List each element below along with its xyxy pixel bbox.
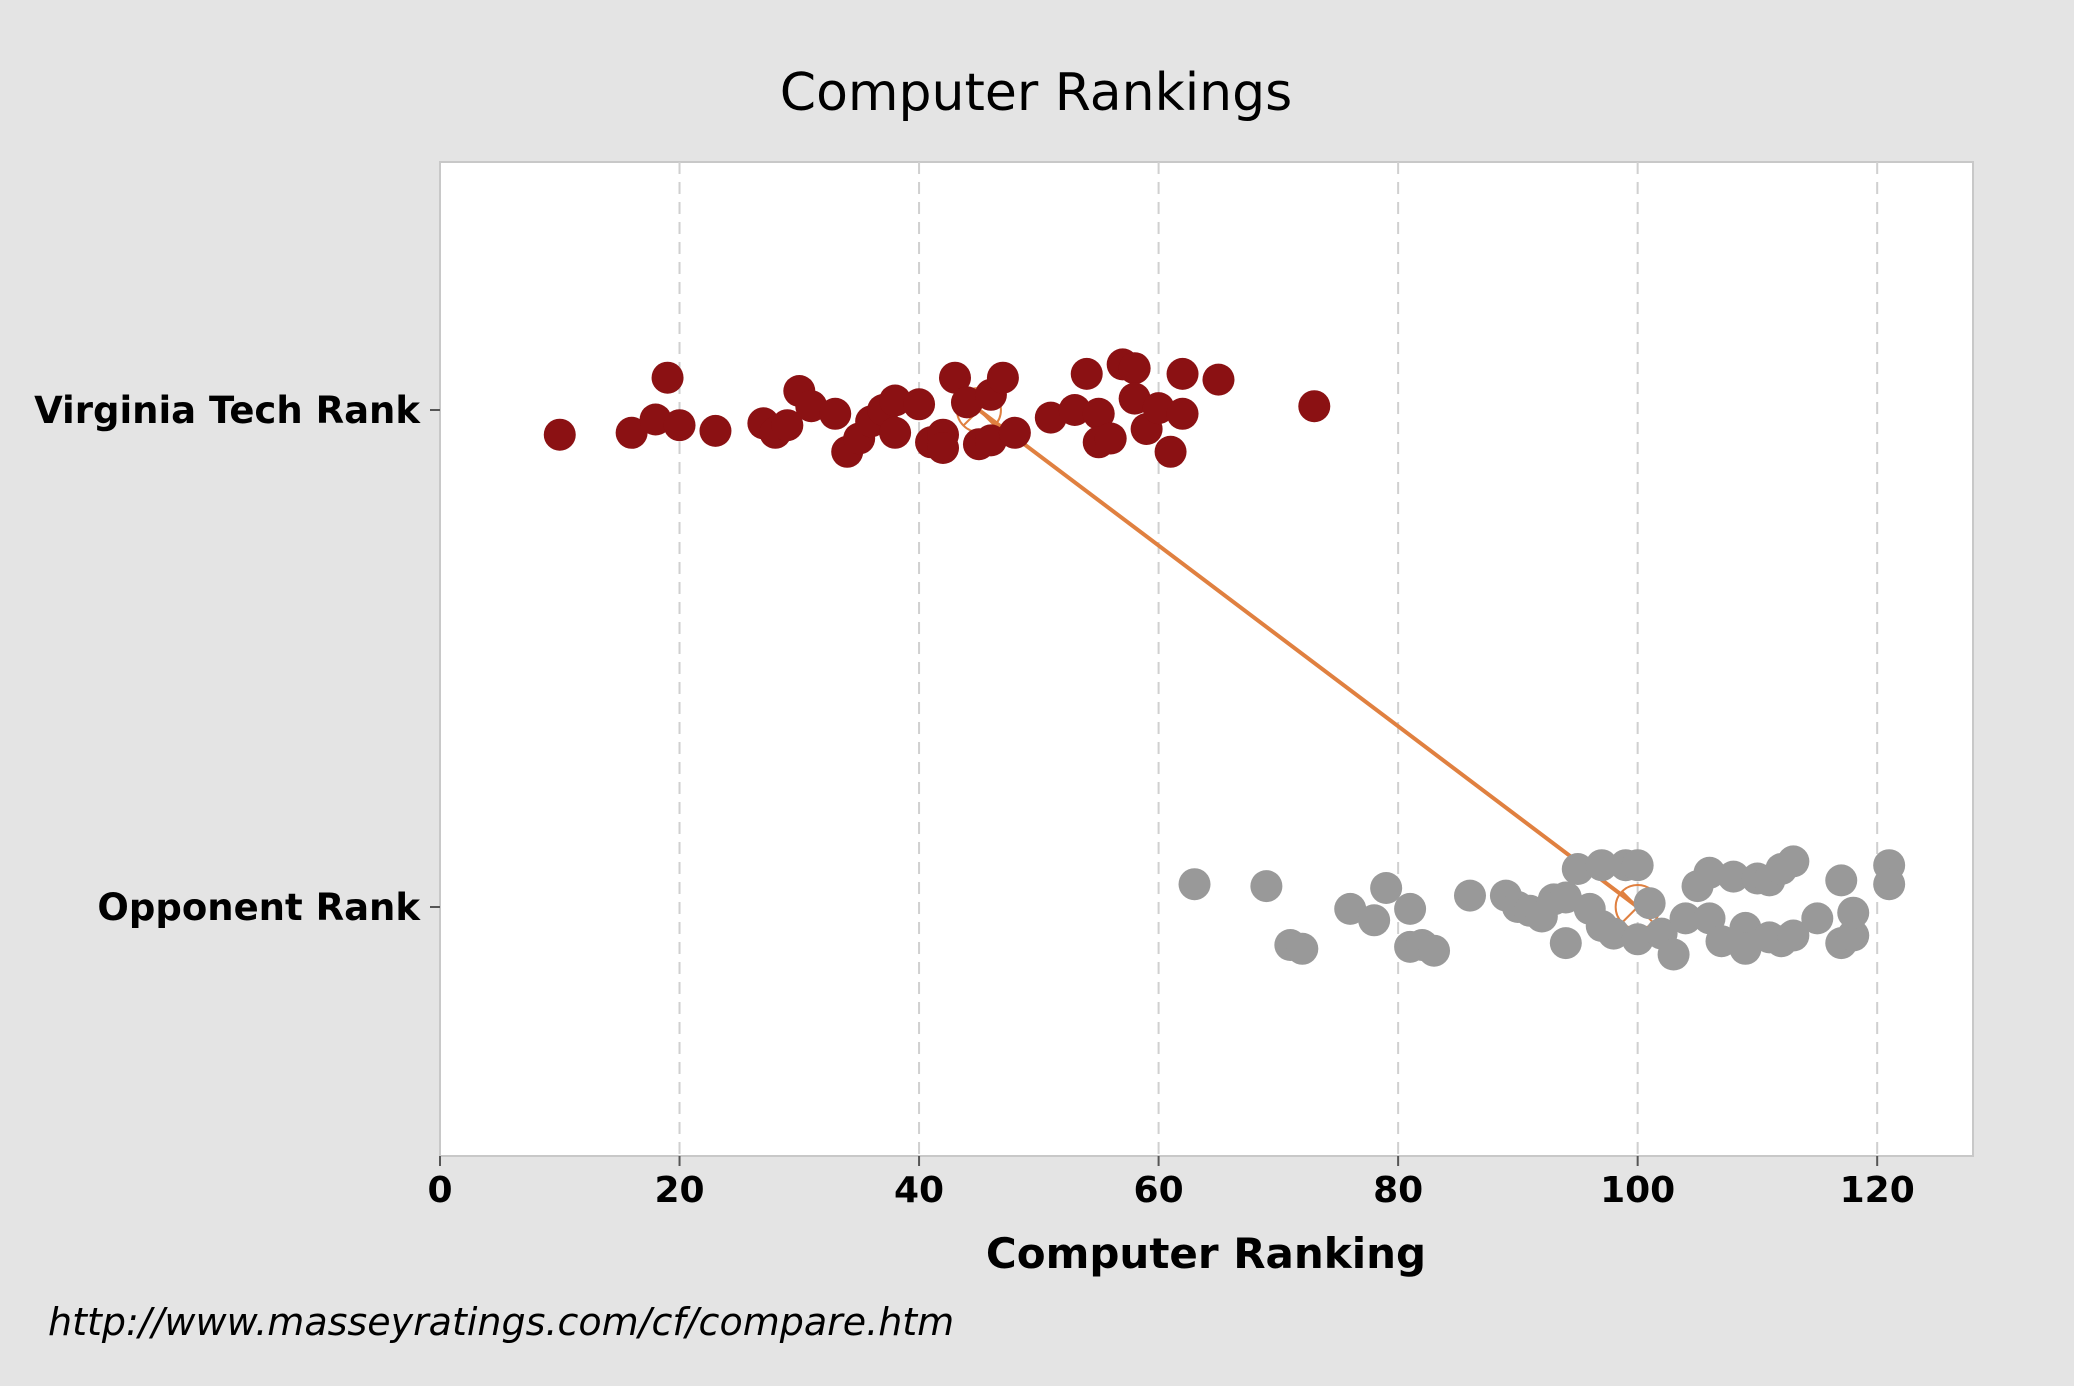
y-tick-label: Opponent Rank [97,886,421,929]
plot-area [439,161,1974,1157]
data-point [1801,902,1834,935]
chart-title: Computer Rankings [780,63,1292,123]
data-point [1058,394,1091,426]
data-point [1202,363,1235,396]
data-point [1286,932,1319,965]
data-point [1118,352,1151,385]
grid-layer [678,162,1879,1156]
data-point [1561,853,1594,885]
data-point [1334,892,1367,925]
data-point [1549,881,1582,914]
data-point [1585,849,1618,882]
data-point [639,403,672,436]
axis-layer: 0 20 40 60 80 100 120 Virginia Tech Rank Opponen… [34,389,1915,1211]
data-point [1142,392,1175,425]
data-point [938,361,971,394]
data-point [1669,902,1702,935]
data-point [1873,868,1906,901]
data-point [1549,927,1582,960]
x-tick-label: 40 [894,1170,944,1211]
data-point [1166,397,1199,430]
data-point [903,388,936,421]
x-axis-label: Computer Ranking [986,1229,1426,1278]
data-point [1370,872,1403,904]
data-point [1094,422,1127,455]
data-point [986,361,1019,394]
data-point [1729,932,1762,965]
data-point [1118,382,1151,415]
x-tick-label: 20 [654,1170,704,1211]
data-point [1070,357,1103,390]
source-url: http://www.masseyratings.com/cf/compare.… [48,1300,955,1344]
mean-connect-line [977,408,1639,909]
data-point [1837,919,1870,952]
data-point [615,416,648,449]
data-point [651,361,684,394]
data-point [1717,860,1750,893]
data-point [1394,892,1427,925]
x-tick-label: 0 [427,1170,452,1211]
data-point [1597,917,1630,950]
data-point [1657,938,1690,971]
x-tick-label: 100 [1600,1170,1675,1211]
data-point [1777,919,1810,952]
data-point [998,416,1031,449]
data-point [1250,870,1283,903]
data-point [1633,887,1666,920]
data-point [1298,390,1331,423]
data-point [1777,845,1810,878]
y-tick-label: Virginia Tech Rank [34,389,421,432]
x-tick-label: 120 [1840,1170,1915,1211]
data-point [819,397,852,430]
data-point [1166,357,1199,390]
x-tick-label: 60 [1134,1170,1184,1211]
x-tick-label: 80 [1373,1170,1423,1211]
data-point [1178,868,1211,901]
data-point [1082,397,1115,430]
data-point [1825,864,1858,897]
data-point [1418,934,1451,967]
data-point [1358,904,1391,937]
data-point [1837,896,1870,929]
data-point [1154,435,1187,468]
data-point [879,384,912,417]
data-point [1621,923,1654,956]
data-point [1453,879,1486,912]
data-point [663,409,696,442]
data-point [879,416,912,449]
data-point [771,409,804,442]
data-point [543,418,576,451]
data-point [927,432,960,464]
data-point [1621,849,1654,882]
point-layer [543,348,1906,971]
data-point [699,414,732,447]
data-point [1693,856,1726,889]
